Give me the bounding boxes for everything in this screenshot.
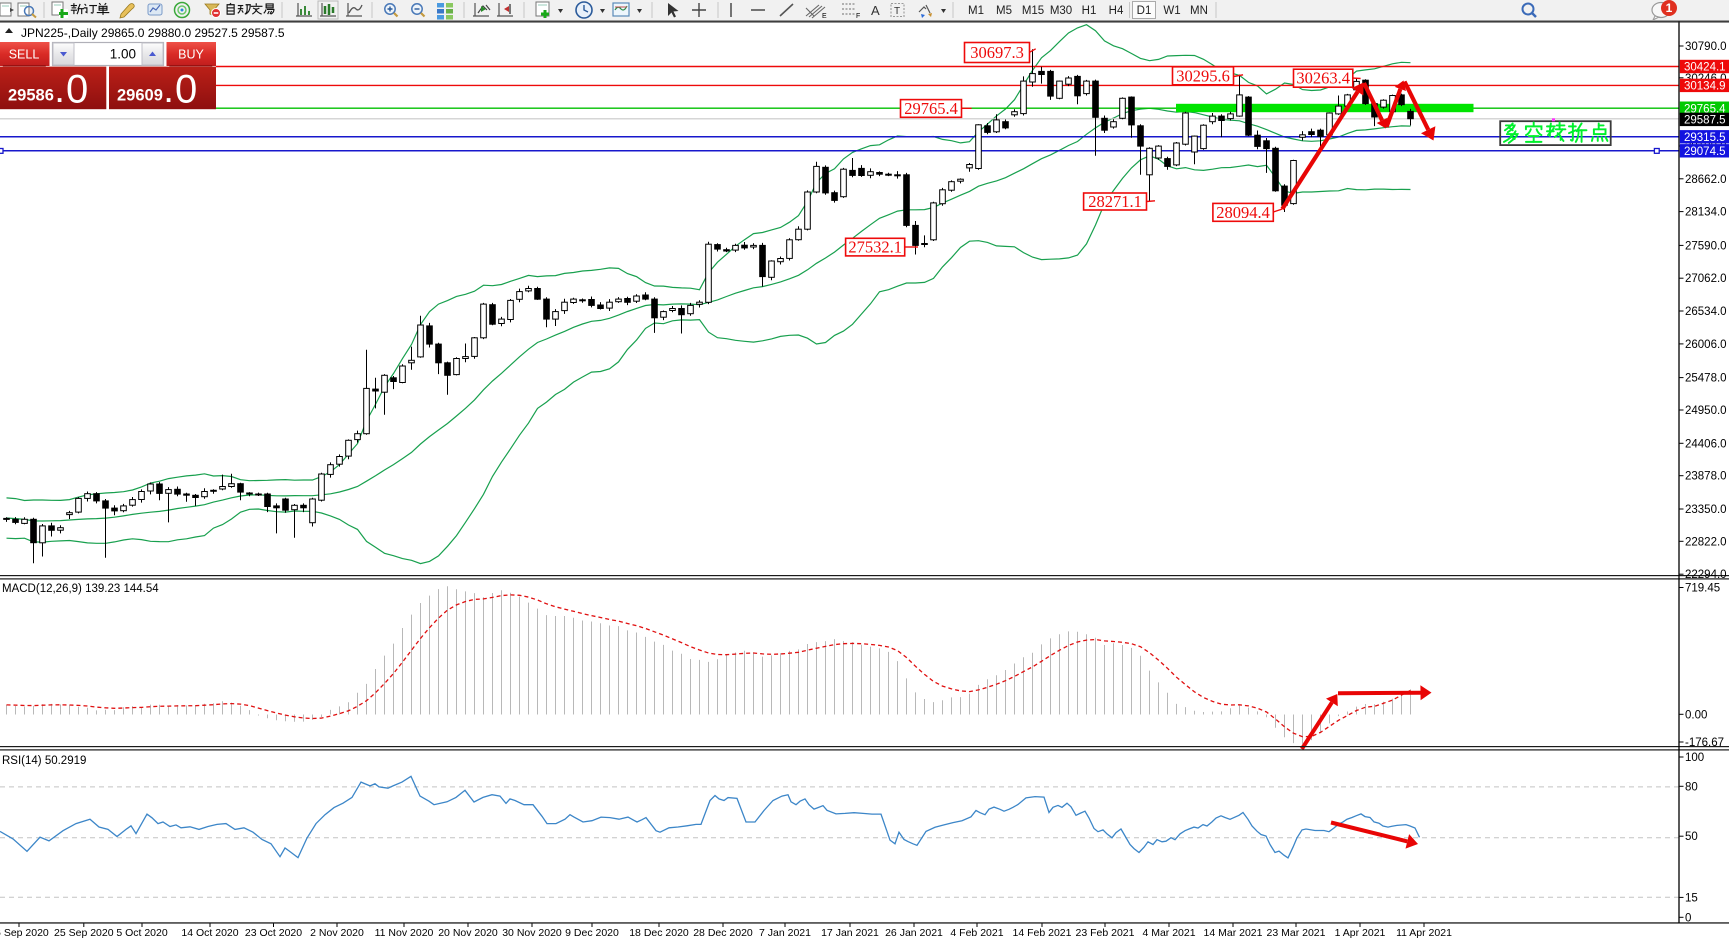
svg-text:W1: W1 <box>1163 5 1180 17</box>
svg-text:28094.4: 28094.4 <box>1216 203 1270 222</box>
svg-text:23 Feb 2021: 23 Feb 2021 <box>1076 927 1135 938</box>
svg-text:4 Feb 2021: 4 Feb 2021 <box>950 927 1003 938</box>
svg-text:-176.67: -176.67 <box>1685 737 1724 749</box>
svg-text:SELL: SELL <box>9 48 40 62</box>
svg-text:29586: 29586 <box>8 87 54 105</box>
svg-text:24406.0: 24406.0 <box>1685 438 1727 450</box>
svg-text:15: 15 <box>1685 892 1698 904</box>
svg-text:23 Mar 2021: 23 Mar 2021 <box>1267 927 1326 938</box>
svg-text:30295.6: 30295.6 <box>1176 66 1230 85</box>
svg-text:17 Jan 2021: 17 Jan 2021 <box>821 927 879 938</box>
svg-text:29609: 29609 <box>117 87 163 105</box>
svg-text:11 Apr 2021: 11 Apr 2021 <box>1396 927 1452 938</box>
svg-text:22822.0: 22822.0 <box>1685 536 1727 548</box>
svg-text:1: 1 <box>1666 1 1673 15</box>
svg-text:M30: M30 <box>1050 5 1072 17</box>
svg-text:719.45: 719.45 <box>1685 583 1720 595</box>
svg-text:D1: D1 <box>1137 5 1152 17</box>
svg-text:29587.5: 29587.5 <box>1684 115 1726 127</box>
svg-text:29765.4: 29765.4 <box>1684 103 1726 115</box>
svg-text:27532.1: 27532.1 <box>848 238 902 257</box>
svg-text:28 Dec 2020: 28 Dec 2020 <box>693 927 753 938</box>
svg-text:0: 0 <box>1685 912 1691 924</box>
svg-text:1.00: 1.00 <box>110 47 136 62</box>
svg-text:1 Apr 2021: 1 Apr 2021 <box>1335 927 1386 938</box>
svg-text:29765.4: 29765.4 <box>904 99 958 118</box>
svg-text:.: . <box>56 78 63 108</box>
svg-text:30134.9: 30134.9 <box>1684 81 1726 93</box>
svg-text:30263.4: 30263.4 <box>1296 69 1350 88</box>
svg-text:JPN225-,Daily 29865.0 29880.0: JPN225-,Daily 29865.0 29880.0 29527.5 29… <box>21 26 285 40</box>
svg-text:9 Dec 2020: 9 Dec 2020 <box>565 927 619 938</box>
svg-text:BUY: BUY <box>178 48 204 62</box>
svg-text:25478.0: 25478.0 <box>1685 373 1727 385</box>
svg-text:30 Nov 2020: 30 Nov 2020 <box>502 927 562 938</box>
svg-text:H4: H4 <box>1109 5 1124 17</box>
svg-text:14 Oct 2020: 14 Oct 2020 <box>181 927 238 938</box>
svg-text:.: . <box>165 78 172 108</box>
svg-text:27590.0: 27590.0 <box>1685 240 1727 252</box>
svg-text:A: A <box>871 3 880 18</box>
svg-text:0: 0 <box>175 68 197 112</box>
svg-text:20 Nov 2020: 20 Nov 2020 <box>438 927 498 938</box>
svg-text:14 Mar 2021: 14 Mar 2021 <box>1204 927 1263 938</box>
svg-text:H1: H1 <box>1082 5 1097 17</box>
svg-text:30697.3: 30697.3 <box>970 43 1024 62</box>
svg-text:26 Jan 2021: 26 Jan 2021 <box>885 927 943 938</box>
svg-text:29074.5: 29074.5 <box>1684 146 1726 158</box>
svg-text:28662.0: 28662.0 <box>1685 174 1727 186</box>
svg-text:28134.0: 28134.0 <box>1685 207 1727 219</box>
svg-text:80: 80 <box>1685 781 1698 793</box>
svg-text:2 Nov 2020: 2 Nov 2020 <box>310 927 364 938</box>
svg-text:30790.0: 30790.0 <box>1685 41 1727 53</box>
svg-text:24950.0: 24950.0 <box>1685 405 1727 417</box>
svg-text:23350.0: 23350.0 <box>1685 504 1727 516</box>
svg-text:14 Feb 2021: 14 Feb 2021 <box>1013 927 1072 938</box>
svg-text:25 Sep 2020: 25 Sep 2020 <box>54 927 114 938</box>
svg-text:4 Mar 2021: 4 Mar 2021 <box>1142 927 1195 938</box>
svg-text:F: F <box>856 13 860 20</box>
svg-text:E: E <box>822 13 827 20</box>
svg-text:26006.0: 26006.0 <box>1685 339 1727 351</box>
svg-text:23878.0: 23878.0 <box>1685 471 1727 483</box>
svg-text:11 Nov 2020: 11 Nov 2020 <box>375 927 434 938</box>
svg-text:18 Dec 2020: 18 Dec 2020 <box>629 927 689 938</box>
svg-text:28271.1: 28271.1 <box>1088 192 1142 211</box>
svg-text:50: 50 <box>1685 831 1698 843</box>
svg-text:MN: MN <box>1190 5 1208 17</box>
svg-text:29315.5: 29315.5 <box>1684 132 1726 144</box>
svg-text:5 Oct 2020: 5 Oct 2020 <box>116 927 168 938</box>
svg-text:100: 100 <box>1685 752 1704 764</box>
svg-text:RSI(14) 50.2919: RSI(14) 50.2919 <box>2 755 86 767</box>
svg-text:0.00: 0.00 <box>1685 709 1707 721</box>
svg-text:M5: M5 <box>996 5 1012 17</box>
svg-text:M15: M15 <box>1022 5 1044 17</box>
svg-text:26534.0: 26534.0 <box>1685 306 1727 318</box>
svg-text:0: 0 <box>66 68 88 112</box>
svg-text:T: T <box>894 6 900 17</box>
svg-text:30424.1: 30424.1 <box>1684 62 1726 74</box>
svg-text:27062.0: 27062.0 <box>1685 273 1727 285</box>
svg-text:16 Sep 2020: 16 Sep 2020 <box>0 927 49 938</box>
svg-text:7 Jan 2021: 7 Jan 2021 <box>759 927 811 938</box>
svg-text:M1: M1 <box>968 5 984 17</box>
svg-text:23 Oct 2020: 23 Oct 2020 <box>245 927 302 938</box>
svg-text:22294.0: 22294.0 <box>1685 569 1727 581</box>
svg-text:MACD(12,26,9) 139.23 144.54: MACD(12,26,9) 139.23 144.54 <box>2 583 159 595</box>
